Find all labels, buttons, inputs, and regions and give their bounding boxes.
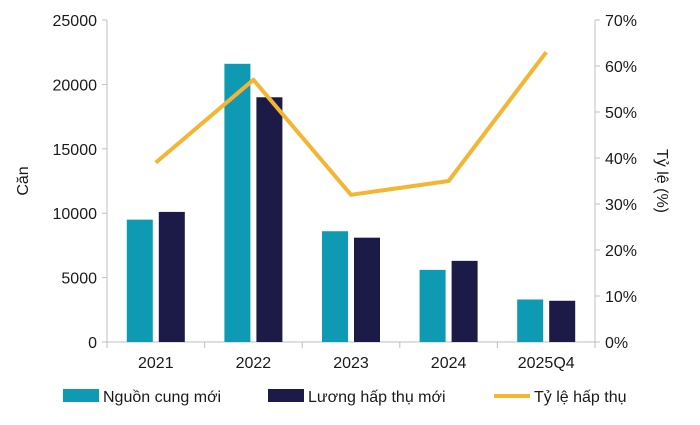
x-tick-label: 2023 <box>333 355 369 372</box>
left-tick-label: 25000 <box>53 13 98 30</box>
right-tick-label: 0% <box>605 335 628 352</box>
legend-swatch <box>268 389 304 402</box>
bar-absorbed <box>451 260 478 342</box>
right-tick-label: 40% <box>605 151 637 168</box>
left-tick-label: 0 <box>88 335 97 352</box>
left-y-ticks: 0 5000 10000 15000 20000 25000 <box>53 13 107 352</box>
right-tick-label: 60% <box>605 59 637 76</box>
left-axis-title: Căn <box>15 166 32 195</box>
legend-label: Nguồn cung mới <box>103 389 221 406</box>
left-tick-label: 20000 <box>53 77 98 94</box>
legend-label: Tỷ lệ hấp thụ <box>534 389 627 406</box>
absorption-rate-line <box>154 50 548 197</box>
bar-supply <box>517 299 544 342</box>
bar-supply <box>322 231 348 342</box>
bar-series <box>126 63 576 343</box>
left-tick-label: 5000 <box>61 271 97 288</box>
right-tick-label: 70% <box>605 13 637 30</box>
right-tick-label: 50% <box>605 105 637 122</box>
x-tick-label: 2025Q4 <box>518 355 575 372</box>
right-axis-title: Tỷ lệ (%) <box>653 149 670 213</box>
bar-absorbed <box>549 300 576 342</box>
x-tick-label: 2024 <box>431 355 467 372</box>
legend-label: Lương hấp thụ mới <box>308 389 446 406</box>
bar-absorbed <box>354 237 380 342</box>
left-tick-label: 10000 <box>53 206 98 223</box>
right-tick-label: 30% <box>605 197 637 214</box>
bar-supply <box>419 269 446 342</box>
legend-swatch <box>63 389 99 402</box>
left-tick-label: 15000 <box>53 142 98 159</box>
right-tick-label: 10% <box>605 289 637 306</box>
line-series <box>154 50 548 197</box>
right-tick-label: 20% <box>605 243 637 260</box>
x-tick-label: 2022 <box>236 355 272 372</box>
legend: Nguồn cung mới Lương hấp thụ mới Tỷ lệ hấp… <box>63 389 627 406</box>
bar-absorbed <box>256 97 283 342</box>
bar-supply <box>126 219 153 342</box>
right-y-ticks: 0% 10% 20% 30% 40% 50% 60% 70% <box>595 13 637 352</box>
x-ticks: 2021 2022 2023 2024 2025Q4 <box>106 342 596 372</box>
bar-absorbed <box>158 211 185 342</box>
x-tick-label: 2021 <box>138 355 174 372</box>
bar-supply <box>224 63 251 343</box>
